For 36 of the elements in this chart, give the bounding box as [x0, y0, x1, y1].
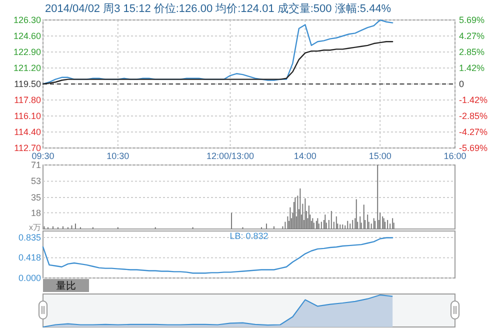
y-tick-label: 0.418 [18, 252, 41, 263]
x-tick-label: 09:30 [32, 151, 54, 161]
y-axis-title: x万 [29, 223, 41, 232]
y-tick-label: 35 [30, 192, 41, 202]
y-tick-label: 116.10 [14, 111, 41, 121]
x-tick-label: 12:00/13:00 [206, 151, 254, 161]
y2-tick-label: 2.85% [459, 46, 485, 57]
x-tick-label: 14:00 [294, 151, 316, 161]
x-tick-label: 16:00 [444, 151, 466, 161]
y-tick-label: 112.70 [14, 143, 41, 153]
chart-title: 量比 [56, 280, 76, 292]
y-tick-label: 18 [30, 208, 41, 218]
y-tick-label: 117.80 [14, 95, 41, 105]
y2-tick-label: 0 [459, 79, 464, 89]
y2-tick-label: 5.69% [459, 15, 485, 25]
y-tick-label: 114.40 [14, 127, 41, 137]
y-tick-label: 53 [30, 176, 41, 186]
annotation: LB: 0.832 [230, 231, 268, 241]
y-tick-label: 121.20 [13, 63, 41, 73]
y2-tick-label: -4.27% [459, 127, 488, 138]
y-tick-label: 71 [30, 160, 41, 170]
line-series [42, 41, 394, 85]
y2-tick-label: -1.42% [459, 94, 488, 105]
y-tick-label: 0.000 [18, 273, 41, 283]
y2-tick-label: 4.27% [459, 30, 485, 41]
y2-tick-label: -5.69% [459, 143, 488, 153]
y2-tick-label: -2.85% [459, 111, 488, 122]
y2-tick-label: 1.42% [459, 63, 485, 74]
y-tick-label: 124.60 [13, 31, 41, 41]
y-tick-label: 0.835 [18, 232, 41, 243]
chart-title: 2014/04/02 周3 15:12 价位:126.00 均价:124.01 成交量:500 涨幅:5.44% [45, 2, 392, 15]
y-tick-label: 126.30 [13, 15, 41, 25]
x-tick-label: 10:30 [106, 151, 130, 161]
x-tick-label: 15:00 [368, 151, 392, 161]
y-tick-label: 122.90 [13, 47, 41, 57]
y-tick-label: 119.50 [14, 79, 41, 89]
